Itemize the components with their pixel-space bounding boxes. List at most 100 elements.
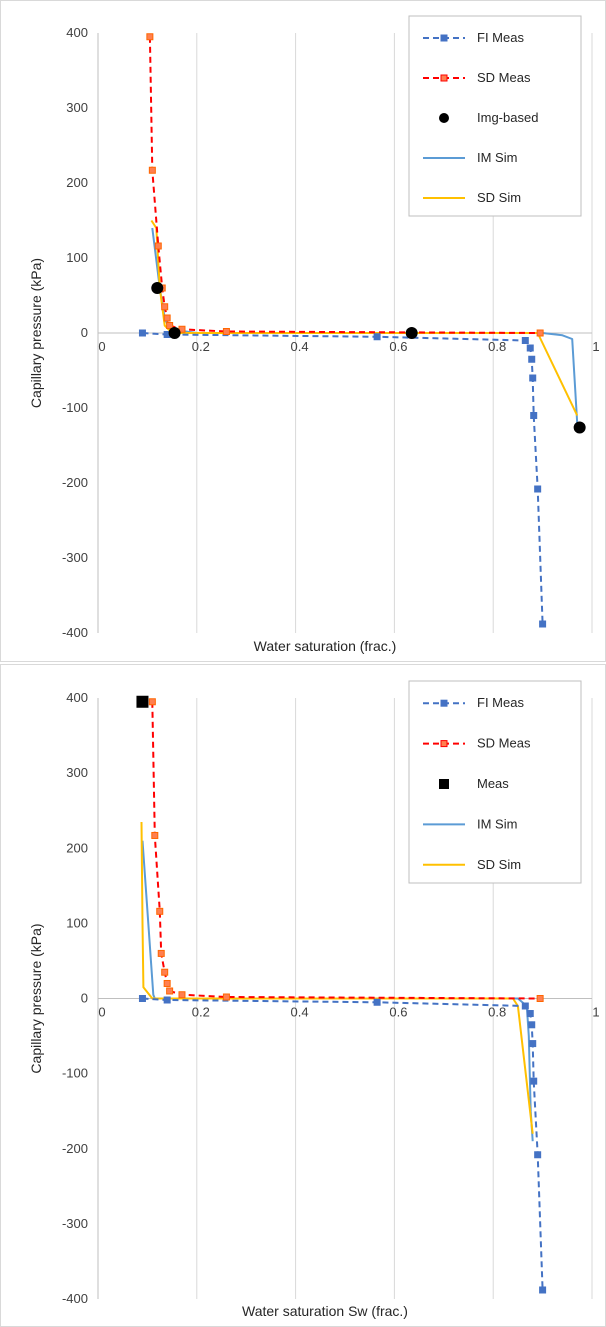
chart-1-point-fi-meas [164, 997, 170, 1003]
chart-1-point-fi-meas [529, 1022, 535, 1028]
chart-0-point-img-based [574, 422, 586, 434]
chart-0-point-fi-meas [374, 334, 380, 340]
chart-0-y-tick-label: -200 [62, 475, 88, 490]
chart-0-legend-label-fi-meas: FI Meas [477, 30, 524, 45]
chart-1-point-sd-meas [537, 996, 543, 1002]
chart-1-legend-label-fi-meas: FI Meas [477, 695, 524, 710]
chart-0-legend-marker-sd-meas [441, 75, 447, 81]
chart-0-legend-label-img-based: Img-based [477, 110, 538, 125]
chart-0-y-tick-label: -100 [62, 400, 88, 415]
chart-0-legend: FI Meas SD Meas Img-based IM Sim SD Sim [409, 16, 581, 216]
chart-0-point-fi-meas [531, 413, 537, 419]
chart-1-point-sd-meas [158, 950, 164, 956]
chart-0-x-tick-label: 0.8 [488, 339, 506, 354]
chart-0-point-fi-meas [529, 356, 535, 362]
chart-1-x-tick-label: 0.6 [389, 1005, 407, 1020]
chart-1-point-fi-meas [139, 996, 145, 1002]
chart-1-point-sd-meas [167, 988, 173, 994]
chart-0-x-axis-title: Water saturation (frac.) [254, 638, 397, 654]
chart-1-x-tick-label: 0.4 [291, 1005, 309, 1020]
chart-1-series-im-sim [143, 841, 533, 1141]
chart-0-series-fi-meas [139, 330, 545, 627]
chart-0-point-fi-meas [139, 330, 145, 336]
chart-1-y-axis-title: Capillary pressure (kPa) [28, 923, 44, 1073]
chart-0-point-sd-meas [162, 304, 168, 310]
chart-top: 400 300 200 100 0 -100 -200 -300 -400 0 0.2 0.4 0.6 0… [1, 1, 605, 661]
chart-1-x-tick-label: 1 [592, 1005, 599, 1020]
chart-0-point-sd-meas [167, 323, 173, 329]
chart-1-point-meas [136, 696, 148, 708]
chart-1-point-sd-meas [162, 969, 168, 975]
chart-1-x-tick-label: 0 [98, 1005, 105, 1020]
chart-0-point-sd-meas [537, 330, 543, 336]
chart-1-legend-label-im-sim: IM Sim [477, 816, 517, 831]
chart-0-y-tick-label: -300 [62, 550, 88, 565]
chart-0-point-img-based [169, 327, 181, 339]
chart-1-legend: FI Meas SD Meas Meas IM Sim SD Sim [409, 681, 581, 883]
chart-1-y-tick-label: 400 [66, 690, 88, 705]
chart-0-point-fi-meas [522, 338, 528, 344]
chart-panel-bottom: 400 300 200 100 0 -100 -200 -300 -400 0 0.2 0.4 0.6 0… [0, 664, 606, 1327]
chart-1-point-sd-meas [152, 832, 158, 838]
chart-0-x-tick-label: 0 [98, 339, 105, 354]
chart-1-line-fi-meas [143, 999, 543, 1291]
chart-0-point-sd-meas [149, 167, 155, 173]
chart-1-legend-marker-sd-meas [441, 741, 447, 747]
chart-1-y-tick-label: 100 [66, 915, 88, 930]
chart-1-x-tick-label: 0.2 [192, 1005, 210, 1020]
chart-1-x-axis-title: Water saturation Sw (frac.) [242, 1303, 408, 1319]
chart-0-series-im-sim [152, 228, 577, 423]
chart-0-legend-label-im-sim: IM Sim [477, 150, 517, 165]
chart-1-series-fi-meas [139, 996, 545, 1293]
chart-0-y-tick-label: 0 [81, 325, 88, 340]
chart-0-y-axis-title: Capillary pressure (kPa) [28, 258, 44, 408]
chart-0-point-fi-meas [530, 375, 536, 381]
chart-0-legend-label-sd-meas: SD Meas [477, 70, 531, 85]
chart-1-point-sd-meas [157, 908, 163, 914]
chart-0-legend-label-sd-sim: SD Sim [477, 190, 521, 205]
chart-0-y-tick-label: 400 [66, 25, 88, 40]
chart-0-y-tick-label: 100 [66, 250, 88, 265]
chart-1-y-tick-label: 0 [81, 991, 88, 1006]
chart-1-y-tick-label: -200 [62, 1141, 88, 1156]
chart-0-series-sd-sim [151, 221, 577, 416]
chart-0-line-fi-meas [143, 333, 543, 624]
chart-1-legend-label-sd-meas: SD Meas [477, 736, 531, 751]
chart-0-point-img-based [406, 327, 418, 339]
chart-panel-top: 400 300 200 100 0 -100 -200 -300 -400 0 0.2 0.4 0.6 0… [0, 0, 606, 662]
chart-1-point-sd-meas [164, 980, 170, 986]
chart-0-x-tick-label: 1 [592, 339, 599, 354]
chart-0-point-fi-meas [535, 486, 541, 492]
chart-0-y-tick-label: -400 [62, 625, 88, 640]
chart-1-point-sd-meas [149, 699, 155, 705]
chart-1-point-fi-meas [540, 1287, 546, 1293]
chart-0-legend-marker-img-based [439, 113, 449, 123]
chart-1-y-tick-label: 300 [66, 765, 88, 780]
chart-1-point-sd-meas [179, 992, 185, 998]
chart-0-point-sd-meas [155, 243, 161, 249]
chart-1-point-sd-meas [223, 994, 229, 1000]
chart-1-legend-label-sd-sim: SD Sim [477, 857, 521, 872]
chart-0-line-sd-sim [151, 221, 577, 416]
chart-1-point-fi-meas [535, 1152, 541, 1158]
chart-1-point-fi-meas [374, 999, 380, 1005]
chart-0-point-fi-meas [527, 345, 533, 351]
chart-0-point-sd-meas [164, 315, 170, 321]
chart-0-point-sd-meas [147, 34, 153, 40]
chart-1-line-im-sim [143, 841, 533, 1141]
chart-1-y-tick-label: -300 [62, 1216, 88, 1231]
chart-0-point-sd-meas [223, 329, 229, 335]
chart-1-y-tick-label: -100 [62, 1066, 88, 1081]
chart-1-x-tick-label: 0.8 [488, 1005, 506, 1020]
chart-0-y-tick-label: 200 [66, 175, 88, 190]
chart-0-point-img-based [151, 282, 163, 294]
chart-1-series-meas [136, 696, 148, 708]
chart-1-point-fi-meas [527, 1011, 533, 1017]
chart-0-x-tick-label: 0.6 [389, 339, 407, 354]
chart-1-point-fi-meas [522, 1003, 528, 1009]
chart-0-y-tick-label: 300 [66, 100, 88, 115]
chart-0-x-tick-label: 0.2 [192, 339, 210, 354]
chart-1-legend-marker-fi-meas [441, 700, 447, 706]
chart-0-legend-marker-fi-meas [441, 35, 447, 41]
chart-0-point-fi-meas [540, 621, 546, 627]
